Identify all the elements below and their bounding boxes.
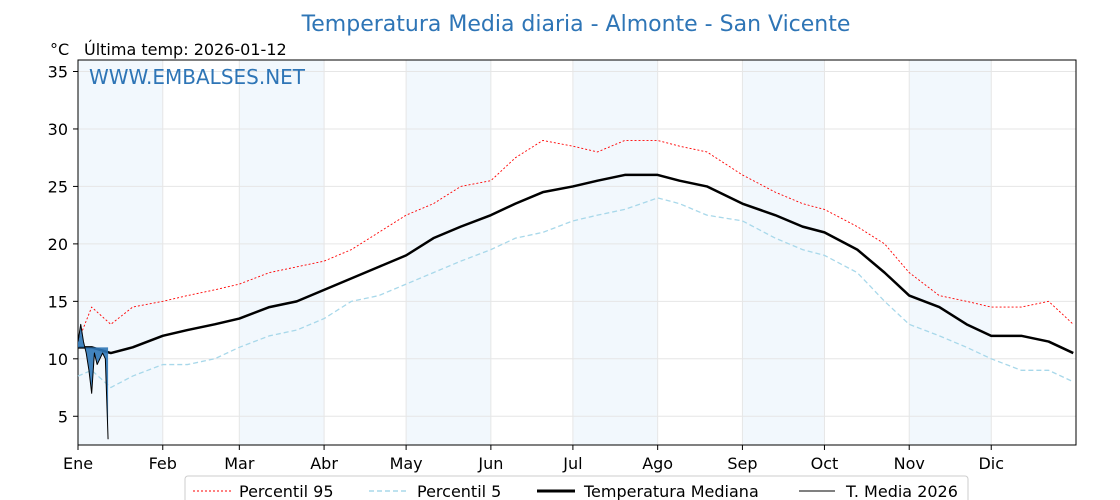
- x-tick-label: Feb: [149, 454, 177, 473]
- y-tick-label: 15: [48, 292, 68, 311]
- shaded-month-4: [742, 60, 825, 445]
- y-tick-label: 10: [48, 350, 68, 369]
- y-tick-label: 25: [48, 177, 68, 196]
- x-tick-label: Sep: [727, 454, 757, 473]
- unit-label: °C: [50, 40, 69, 59]
- temperature-2026-fill: [78, 324, 109, 440]
- x-tick-label: Jun: [477, 454, 503, 473]
- x-tick-label: May: [390, 454, 423, 473]
- legend: Percentil 95 Percentil 5 Temperatura Med…: [184, 475, 969, 500]
- median-temperature-line: [78, 173, 1074, 355]
- y-axis: 5 10 15 20 25 30 35: [48, 62, 78, 426]
- x-tick-label: Dic: [978, 454, 1004, 473]
- month-shading: [78, 60, 992, 445]
- series-group: [77, 139, 1074, 440]
- temperature-2026-line: [77, 323, 109, 440]
- x-tick-label: Oct: [811, 454, 839, 473]
- shaded-month-2: [406, 60, 491, 445]
- y-tick-label: 35: [48, 62, 68, 81]
- y-tick-label: 5: [58, 407, 68, 426]
- legend-label-p95: Percentil 95: [239, 482, 334, 500]
- shaded-month-3: [572, 60, 658, 445]
- plot-frame: [77, 59, 1077, 446]
- shaded-month-1: [239, 60, 325, 445]
- legend-box: [184, 475, 969, 500]
- x-tick-label: Nov: [894, 454, 925, 473]
- watermark: WWW.EMBALSES.NET: [89, 65, 306, 89]
- legend-label-median: Temperatura Mediana: [583, 482, 759, 500]
- y-tick-label: 30: [48, 120, 68, 139]
- x-tick-label: Abr: [310, 454, 338, 473]
- legend-label-2026: T. Media 2026: [845, 482, 958, 500]
- x-tick-label: Ene: [63, 454, 93, 473]
- shaded-month-5: [909, 60, 992, 445]
- x-axis: Ene Feb Mar Abr May Jun Jul Ago Sep Oct Nov Dic: [63, 445, 1004, 473]
- chart-title: Temperatura Media diaria - Almonte - San…: [301, 12, 851, 37]
- x-tick-label: Jul: [562, 454, 582, 473]
- legend-label-p5: Percentil 5: [417, 482, 501, 500]
- percentile-95-line: [77, 139, 1074, 342]
- percentile-5-line: [77, 197, 1074, 389]
- y-tick-label: 20: [48, 235, 68, 254]
- x-tick-label: Mar: [224, 454, 255, 473]
- last-temp-label: Última temp: 2026-01-12: [84, 40, 287, 59]
- x-tick-label: Ago: [642, 454, 673, 473]
